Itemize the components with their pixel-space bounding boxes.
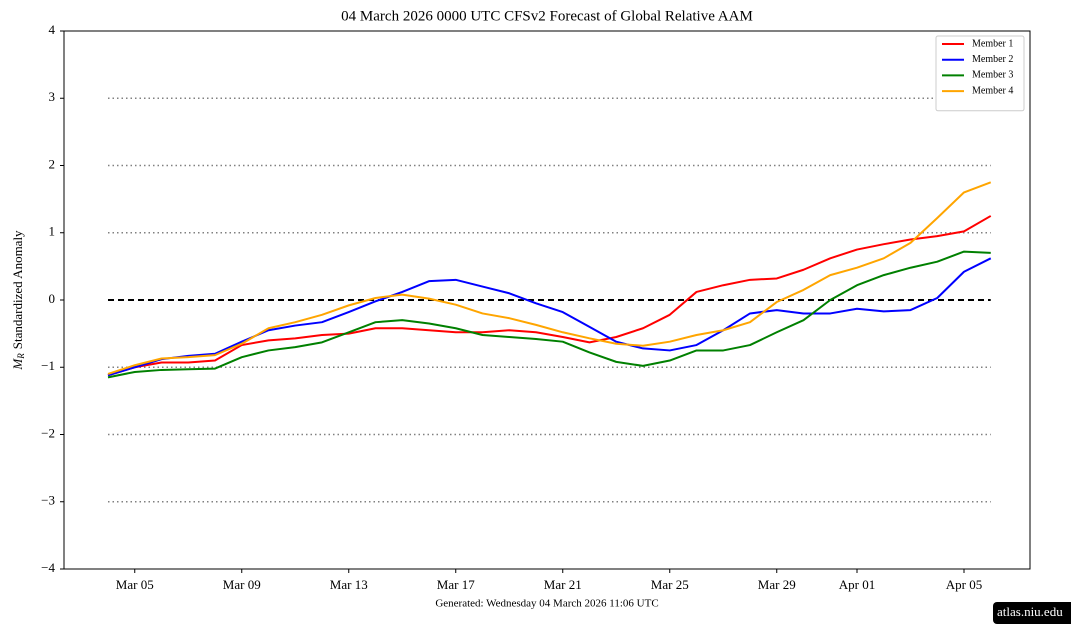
y-tick-label: 0 <box>49 291 56 306</box>
y-tick-label: 1 <box>49 224 56 239</box>
y-tick-label: −3 <box>41 493 55 508</box>
watermark: atlas.niu.edu <box>997 604 1063 619</box>
legend-label: Member 3 <box>972 70 1013 81</box>
plot-frame <box>63 30 1031 570</box>
x-tick-label: Mar 13 <box>330 577 368 592</box>
y-label-text: Standardized Anomaly <box>10 230 25 349</box>
footer: Generated: Wednesday 04 March 2026 11:06… <box>435 598 658 610</box>
y-tick-label: 3 <box>49 89 56 104</box>
legend-label: Member 1 <box>972 38 1013 49</box>
chart-title: 04 March 2026 0000 UTC CFSv2 Forecast of… <box>341 8 753 24</box>
y-tick-label: −4 <box>41 560 55 575</box>
y-label-symbol: M <box>10 358 25 371</box>
y-tick-label: −2 <box>41 425 55 440</box>
series-line <box>107 250 991 379</box>
x-tick-label: Apr 01 <box>839 577 875 592</box>
y-tick-label: 4 <box>49 22 56 37</box>
x-tick-label: Mar 21 <box>544 577 582 592</box>
x-tick-label: Mar 09 <box>223 577 261 592</box>
watermark-box <box>993 602 1071 624</box>
y-tick-label: 2 <box>49 156 56 171</box>
x-tick-label: Apr 05 <box>946 577 982 592</box>
legend-box <box>935 35 1025 112</box>
x-tick-label: Mar 17 <box>437 577 475 592</box>
x-tick-label: Mar 25 <box>651 577 689 592</box>
series-line <box>107 215 992 377</box>
y-axis-label: MR Standardized Anomaly <box>10 230 26 371</box>
y-tick-label: −1 <box>41 358 55 373</box>
legend-label: Member 4 <box>972 85 1013 96</box>
legend-label: Member 2 <box>972 54 1013 65</box>
series-line <box>107 181 992 375</box>
y-label-subscript: R <box>16 353 26 360</box>
x-tick-label: Mar 05 <box>116 577 154 592</box>
x-tick-label: Mar 29 <box>758 577 796 592</box>
